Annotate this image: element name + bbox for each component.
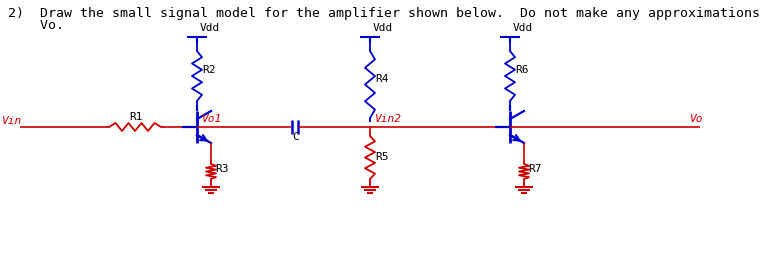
Text: R3: R3 xyxy=(215,164,228,174)
Text: Vin: Vin xyxy=(2,116,22,126)
Text: R4: R4 xyxy=(375,73,388,83)
Text: Vdd: Vdd xyxy=(513,23,533,33)
Text: C: C xyxy=(292,132,299,142)
Text: Vo: Vo xyxy=(690,114,703,124)
Text: R7: R7 xyxy=(528,164,542,174)
Text: R2: R2 xyxy=(202,65,215,75)
Text: 2)  Draw the small signal model for the amplifier shown below.  Do not make any : 2) Draw the small signal model for the a… xyxy=(8,7,763,20)
Text: Vo1: Vo1 xyxy=(202,114,222,124)
Text: R1: R1 xyxy=(129,112,143,122)
Text: Vin2: Vin2 xyxy=(375,114,402,124)
Text: Vdd: Vdd xyxy=(200,23,221,33)
Text: Vo.: Vo. xyxy=(8,19,64,32)
Text: R5: R5 xyxy=(375,152,388,162)
Text: R6: R6 xyxy=(515,65,529,75)
Text: Vdd: Vdd xyxy=(373,23,393,33)
